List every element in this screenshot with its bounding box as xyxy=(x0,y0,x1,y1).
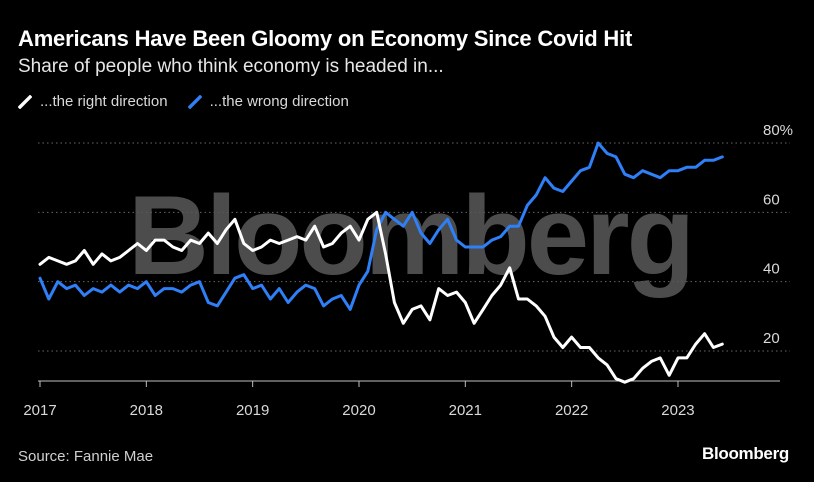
legend-item-wrong-direction: ...the wrong direction xyxy=(187,93,349,110)
series-lines xyxy=(38,141,724,384)
x-tick-label-2019: 2019 xyxy=(236,402,269,419)
legend-item-right-direction: ...the right direction xyxy=(18,93,168,110)
bloomberg-logo: Bloomberg xyxy=(701,444,789,463)
legend-label-wrong-direction: ...the wrong direction xyxy=(209,93,349,110)
x-axis: 2017 2018 2019 2020 2021 2022 2023 xyxy=(23,380,780,419)
legend-swatch-right-direction xyxy=(18,94,32,109)
chart-title: Americans Have Been Gloomy on Economy Si… xyxy=(18,26,633,51)
y-tick-label-20: 20 xyxy=(763,330,780,347)
x-tick-label-2023: 2023 xyxy=(661,402,694,419)
y-axis-labels: 20 40 60 80% xyxy=(763,122,793,347)
series-line-right-direction xyxy=(38,210,724,384)
legend: ...the right direction ...the wrong dire… xyxy=(18,93,369,110)
x-tick-label-2022: 2022 xyxy=(555,402,588,419)
x-tick-label-2020: 2020 xyxy=(342,402,375,419)
watermark: Bloomberg xyxy=(128,173,695,298)
x-tick-label-2017: 2017 xyxy=(23,402,56,419)
watermark-text: Bloomberg xyxy=(128,173,692,298)
y-tick-label-40: 40 xyxy=(763,261,780,278)
x-tick-label-2018: 2018 xyxy=(130,402,163,419)
grid-lines xyxy=(38,142,790,352)
y-tick-label-80: 80% xyxy=(763,122,793,139)
series-line-wrong-direction xyxy=(38,141,724,311)
y-tick-label-60: 60 xyxy=(763,191,780,208)
chart-subtitle: Share of people who think economy is hea… xyxy=(18,56,444,77)
legend-label-right-direction: ...the right direction xyxy=(40,93,168,110)
x-tick-label-2021: 2021 xyxy=(449,402,482,419)
legend-swatch-wrong-direction xyxy=(187,94,202,109)
source-note: Source: Fannie Mae xyxy=(18,448,154,465)
